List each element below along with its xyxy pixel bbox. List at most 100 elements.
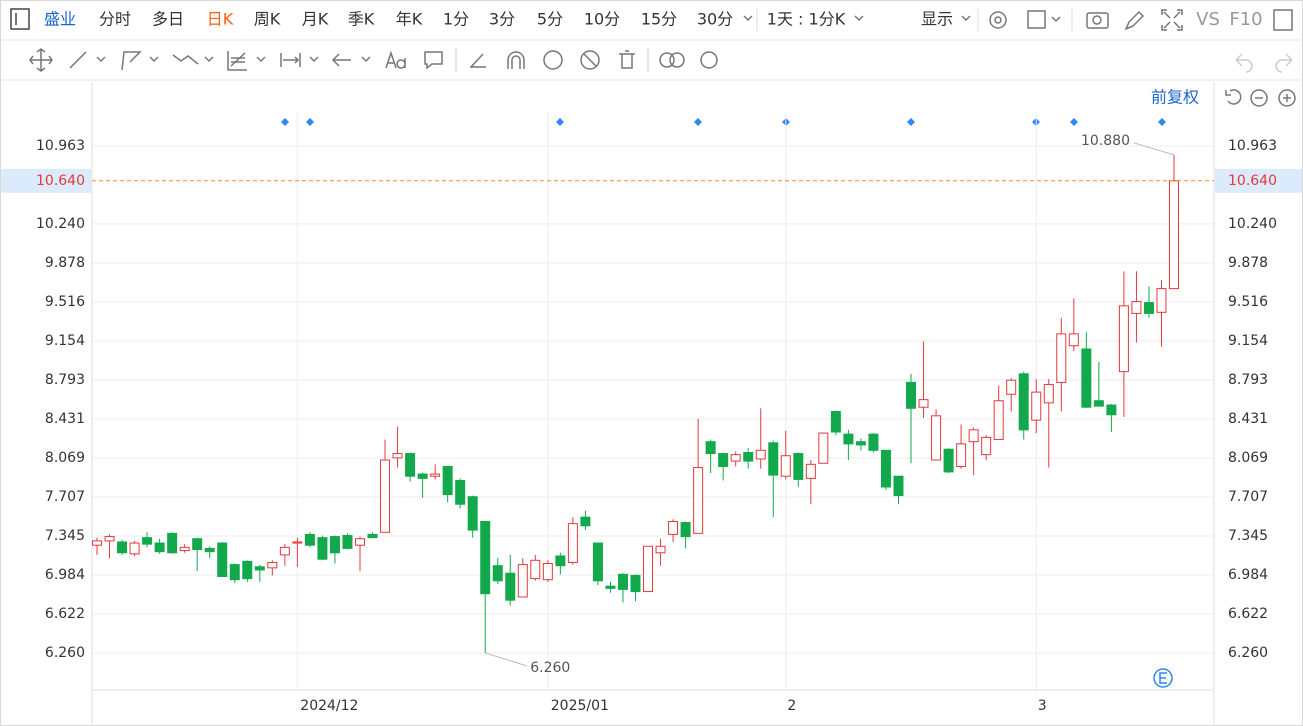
y-tick-label-left: 9.154 (45, 333, 85, 349)
candle-body (617, 573, 628, 590)
event-marker[interactable] (306, 118, 314, 126)
event-marker[interactable] (281, 118, 289, 126)
drawing-tools (29, 48, 1293, 73)
candle-body (304, 533, 315, 546)
line-tool[interactable] (69, 51, 87, 69)
chevron (743, 15, 753, 22)
zoom-out[interactable] (1250, 89, 1268, 107)
y-tick-label-right: 7.345 (1228, 528, 1268, 544)
compare-icon[interactable] (659, 52, 675, 68)
note-tool[interactable] (424, 51, 443, 70)
candle-body (1169, 180, 1179, 290)
period-tab[interactable]: 10分 (584, 10, 620, 29)
event-marker[interactable] (1158, 118, 1166, 126)
range-tool[interactable] (280, 53, 301, 67)
vs-button[interactable]: VS (1196, 9, 1220, 30)
candle-body (830, 411, 841, 433)
undo[interactable] (1235, 53, 1253, 73)
plot: 6.260 6.260 6.622 6.622 6.984 6.984 7.345 7.345… (1, 82, 1302, 726)
candle-body (317, 537, 328, 560)
zoom-in[interactable] (1278, 89, 1296, 107)
period-tab[interactable]: 5分 (537, 10, 563, 29)
magnet-tool[interactable] (507, 51, 525, 69)
candle-body (229, 564, 240, 581)
fullscreen-icon[interactable] (1161, 9, 1183, 31)
camera-lens (1092, 15, 1102, 25)
tool-settings[interactable] (700, 51, 718, 69)
text-tool[interactable] (385, 50, 406, 69)
last-price-label-right: 10.640 (1228, 173, 1277, 189)
period-tab[interactable]: 1分 (443, 10, 469, 29)
candle-body (956, 443, 967, 467)
reset-icon[interactable] (1225, 89, 1242, 105)
move-tool[interactable] (29, 48, 53, 72)
range-select[interactable]: 1天 : 1分K (767, 10, 846, 29)
y-tick-label-left: 9.878 (45, 255, 85, 271)
candle-body (868, 433, 879, 451)
event-marker[interactable] (1070, 118, 1078, 126)
display-menu[interactable]: 显示 (921, 10, 953, 29)
e-icon[interactable] (1153, 668, 1173, 688)
event-marker[interactable] (694, 118, 702, 126)
candle-body (92, 540, 102, 546)
sidebar-toggle[interactable] (10, 8, 30, 30)
chevron (1051, 16, 1061, 23)
pen-icon[interactable] (1124, 10, 1145, 31)
window-icon[interactable] (1273, 9, 1293, 31)
candle-body (1031, 391, 1042, 421)
f10-button[interactable]: F10 (1229, 9, 1262, 30)
lock-tool[interactable] (543, 50, 563, 70)
candle-body (1018, 373, 1029, 431)
period-tab[interactable]: 年K (396, 10, 423, 29)
period-tab[interactable]: 季K (348, 10, 375, 29)
y-tick-label-left: 10.240 (36, 216, 85, 232)
candle-body (668, 520, 679, 535)
period-tab[interactable]: 周K (254, 10, 281, 29)
candle-body (367, 533, 378, 539)
zoom-in-sign (1283, 94, 1291, 102)
arrow-tool[interactable] (331, 53, 351, 67)
candle-body (167, 532, 178, 554)
candle-body (179, 546, 190, 552)
y-tick-label-left: 7.707 (45, 489, 85, 505)
channel-tool[interactable] (121, 51, 142, 71)
y-tick-label-right: 6.260 (1228, 645, 1268, 661)
y-tick-label-right: 8.069 (1228, 450, 1268, 466)
event-marker[interactable] (556, 118, 564, 126)
candle-body (455, 480, 466, 505)
candle-body (417, 473, 428, 479)
color-icon[interactable] (1027, 10, 1046, 29)
stock-name[interactable]: 盛业 (44, 10, 76, 29)
event-marker[interactable] (907, 118, 915, 126)
candle-body (267, 561, 278, 569)
period-tab[interactable]: 3分 (489, 10, 515, 29)
period-tab[interactable]: 15分 (641, 10, 677, 29)
candle-body (542, 563, 553, 581)
adjust-select[interactable]: 前复权 (1151, 88, 1199, 107)
period-tab[interactable]: 30分 (697, 10, 733, 29)
candle-body (242, 560, 253, 580)
y-tick-label-left: 7.345 (45, 528, 85, 544)
delete-tool[interactable] (619, 50, 635, 69)
settings-icon[interactable] (989, 11, 1007, 29)
period-tab[interactable]: 分时 (99, 10, 131, 29)
wave-tool[interactable] (172, 54, 199, 65)
period-tab[interactable]: 多日 (152, 10, 184, 29)
candle-body (855, 441, 866, 446)
compare-icon-2 (669, 52, 685, 68)
candle-body (643, 545, 654, 593)
redo[interactable] (1275, 53, 1293, 73)
fib-tool[interactable] (227, 51, 247, 71)
hide-tool[interactable] (580, 50, 600, 70)
camera-icon[interactable] (1086, 12, 1109, 29)
y-tick-label-left: 8.431 (45, 411, 85, 427)
y-tick-label-left: 6.260 (45, 645, 85, 661)
period-tab[interactable]: 月K (302, 10, 329, 29)
period-tab[interactable]: 日K (207, 10, 234, 29)
candle-body (693, 467, 704, 534)
candle-body (567, 523, 578, 563)
angle-tool[interactable] (470, 53, 486, 68)
y-tick-label-left: 8.069 (45, 450, 85, 466)
